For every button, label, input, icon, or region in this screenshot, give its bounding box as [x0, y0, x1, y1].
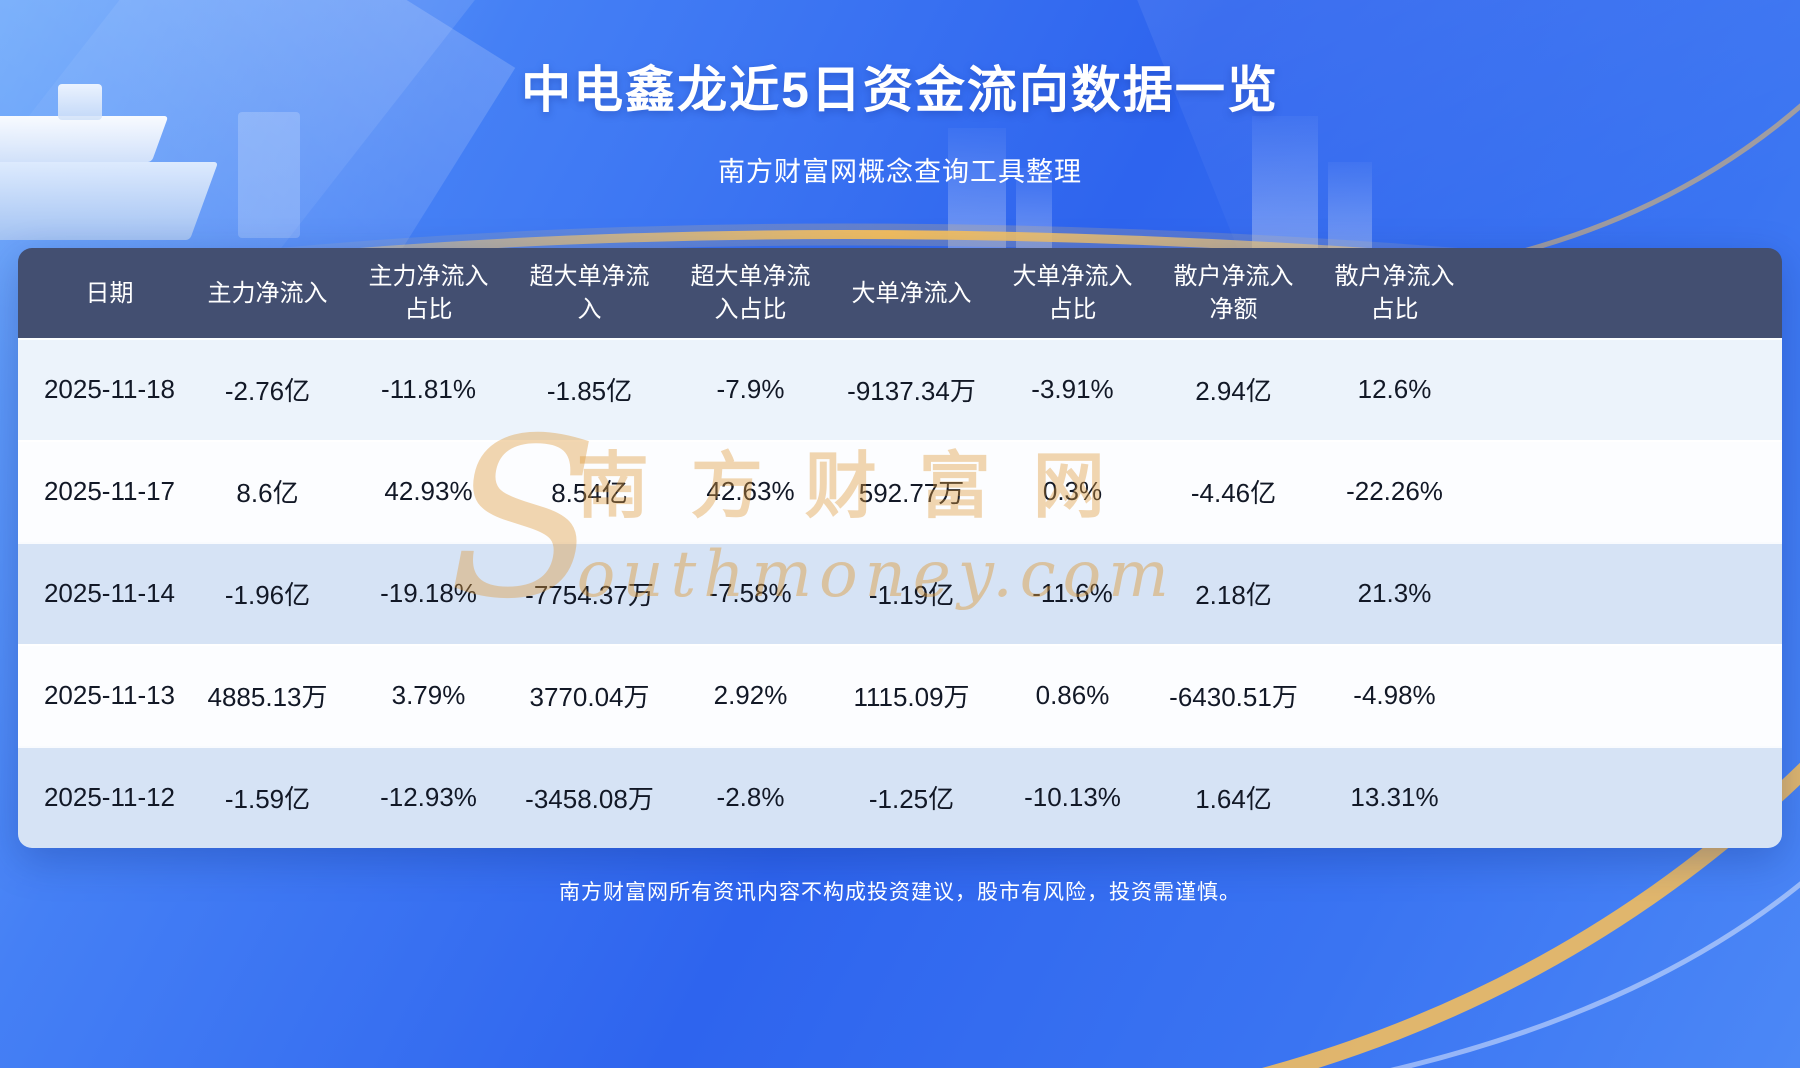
- cell-date: 2025-11-13: [43, 679, 176, 710]
- cell-xl-order-inflow-pct: -2.8%: [716, 781, 785, 812]
- cell-large-order-inflow-pct: -11.6%: [1032, 577, 1113, 608]
- cell-main-inflow-pct: -12.93%: [380, 781, 477, 812]
- cell-large-order-inflow: 1115.09万: [853, 681, 970, 712]
- cell-main-inflow-pct: -11.81%: [381, 373, 476, 404]
- cell-date: 2025-11-14: [43, 577, 176, 608]
- cell-retail-inflow: -4.46亿: [1190, 477, 1277, 508]
- cell-retail-inflow: -6430.51万: [1169, 681, 1298, 712]
- table-row: 2025-11-12 -1.59亿 -12.93% -3458.08万 -2.8…: [18, 746, 1782, 848]
- cell-retail-inflow-pct: 21.3%: [1357, 577, 1432, 608]
- cell-main-inflow: 4885.13万: [207, 681, 328, 712]
- cell-large-order-inflow: -1.25亿: [868, 783, 955, 814]
- cell-large-order-inflow-pct: 0.86%: [1035, 679, 1110, 710]
- golden-line-top-right: [1519, 103, 1800, 255]
- table-row: 2025-11-14 -1.96亿 -19.18% -7754.37万 -7.5…: [18, 542, 1782, 644]
- cell-date: 2025-11-17: [43, 475, 176, 506]
- cell-main-inflow: -2.76亿: [224, 375, 311, 406]
- cell-retail-inflow: 2.94亿: [1195, 375, 1272, 406]
- cell-xl-order-inflow: 3770.04万: [529, 681, 650, 712]
- cell-main-inflow-pct: -19.18%: [380, 577, 477, 608]
- cell-retail-inflow-pct: 13.31%: [1350, 781, 1439, 812]
- abstract-3d-block-decoration: [238, 112, 300, 238]
- cell-retail-inflow-pct: -4.98%: [1353, 679, 1436, 710]
- table-header-row: 日期 主力净流入 主力净流入 占比 超大单净流 入 超大单净流 入占比 大单净流…: [18, 248, 1782, 338]
- col-header-large-order-inflow-pct: 大单净流入 占比: [1012, 263, 1133, 323]
- cell-large-order-inflow-pct: -10.13%: [1024, 781, 1121, 812]
- cell-large-order-inflow-pct: -3.91%: [1031, 373, 1114, 404]
- cell-date: 2025-11-18: [43, 373, 176, 404]
- col-header-date: 日期: [85, 279, 134, 307]
- col-header-main-inflow: 主力净流入: [207, 279, 328, 307]
- cell-retail-inflow-pct: 12.6%: [1357, 373, 1432, 404]
- cell-large-order-inflow: -1.19亿: [868, 579, 955, 610]
- cell-large-order-inflow-pct: 0.3%: [1042, 475, 1103, 506]
- page-subtitle: 南方财富网概念查询工具整理: [718, 157, 1082, 187]
- table-row: 2025-11-17 8.6亿 42.93% 8.54亿 42.63% 592.…: [18, 440, 1782, 542]
- cell-large-order-inflow: -9137.34万: [847, 375, 976, 406]
- cell-main-inflow: -1.96亿: [224, 579, 311, 610]
- cell-retail-inflow: 1.64亿: [1195, 783, 1272, 814]
- col-header-xl-order-inflow-pct: 超大单净流 入占比: [690, 263, 811, 323]
- cell-xl-order-inflow: -7754.37万: [525, 579, 654, 610]
- disclaimer-text: 南方财富网所有资讯内容不构成投资建议，股市有风险，投资需谨慎。: [559, 881, 1241, 904]
- cell-xl-order-inflow-pct: 2.92%: [713, 679, 788, 710]
- cell-retail-inflow-pct: -22.26%: [1346, 475, 1443, 506]
- cell-xl-order-inflow: -1.85亿: [546, 375, 633, 406]
- cell-main-inflow-pct: 3.79%: [391, 679, 466, 710]
- table-row: 2025-11-18 -2.76亿 -11.81% -1.85亿 -7.9% -…: [18, 338, 1782, 440]
- cell-xl-order-inflow-pct: -7.58%: [709, 577, 792, 608]
- cell-xl-order-inflow: -3458.08万: [525, 783, 654, 814]
- abstract-3d-block-decoration: [58, 84, 102, 120]
- white-swoosh-bottom-right: [1389, 881, 1800, 1068]
- cell-xl-order-inflow-pct: -7.9%: [716, 373, 785, 404]
- fund-flow-table: 日期 主力净流入 主力净流入 占比 超大单净流 入 超大单净流 入占比 大单净流…: [18, 248, 1782, 848]
- cell-retail-inflow: 2.18亿: [1195, 579, 1272, 610]
- cell-main-inflow: -1.59亿: [224, 783, 311, 814]
- col-header-xl-order-inflow: 超大单净流 入: [529, 263, 650, 323]
- cell-main-inflow: 8.6亿: [236, 477, 299, 508]
- col-header-main-inflow-pct: 主力净流入 占比: [368, 263, 489, 323]
- table-row: 2025-11-13 4885.13万 3.79% 3770.04万 2.92%…: [18, 644, 1782, 746]
- page-title: 中电鑫龙近5日资金流向数据一览: [521, 62, 1279, 118]
- cell-large-order-inflow: 592.77万: [858, 477, 965, 508]
- cell-xl-order-inflow: 8.54亿: [551, 477, 628, 508]
- col-header-large-order-inflow: 大单净流入: [851, 279, 972, 307]
- col-header-retail-inflow-pct: 散户净流入 占比: [1334, 263, 1455, 323]
- cell-main-inflow-pct: 42.93%: [384, 475, 473, 506]
- cell-date: 2025-11-12: [43, 781, 176, 812]
- cell-xl-order-inflow-pct: 42.63%: [706, 475, 795, 506]
- col-header-retail-inflow: 散户净流入 净额: [1173, 263, 1294, 323]
